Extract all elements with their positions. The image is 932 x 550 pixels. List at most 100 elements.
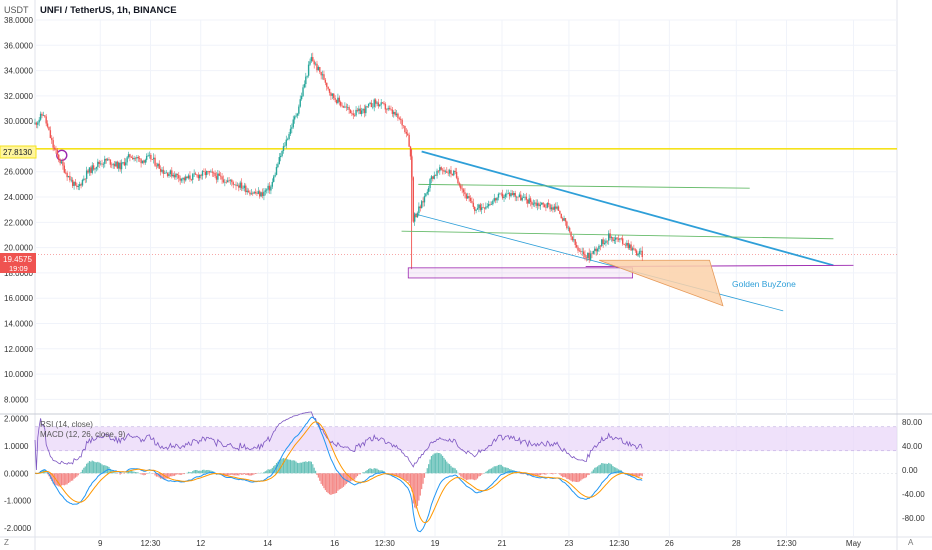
- candle: [326, 82, 328, 91]
- macd-histogram-bar: [260, 472, 262, 474]
- macd-histogram-bar: [461, 473, 463, 478]
- macd-histogram-bar: [324, 473, 326, 491]
- timezone-icon[interactable]: Z: [4, 538, 9, 547]
- candle: [215, 172, 218, 184]
- macd-histogram-bar: [574, 473, 576, 482]
- candle: [284, 141, 286, 148]
- candle: [217, 169, 219, 183]
- macd-histogram-bar: [140, 473, 142, 475]
- candle: [125, 158, 127, 170]
- candle: [430, 175, 433, 184]
- macd-histogram-bar: [592, 469, 594, 474]
- macd-histogram-bar: [397, 473, 399, 477]
- candle: [78, 181, 81, 191]
- candle: [219, 172, 222, 180]
- macd-histogram-bar: [481, 473, 483, 475]
- candle: [328, 88, 331, 96]
- macd-histogram-bar: [141, 473, 144, 475]
- macd-histogram-bar: [419, 473, 421, 496]
- macd-histogram-bar: [268, 469, 271, 474]
- candle: [161, 166, 163, 174]
- candle: [71, 177, 74, 188]
- candle: [548, 199, 550, 208]
- candle: [575, 241, 578, 249]
- candle: [130, 155, 133, 158]
- macd-histogram-bar: [610, 464, 613, 474]
- candle: [429, 178, 431, 192]
- macd-histogram-bar: [495, 466, 497, 474]
- macd-histogram-bar: [84, 466, 86, 474]
- candle: [481, 203, 483, 215]
- candle: [305, 72, 307, 88]
- macd-histogram-bar: [585, 473, 587, 478]
- macd-histogram-bar: [454, 468, 456, 474]
- time-tick-label: 23: [564, 539, 573, 548]
- candle: [602, 237, 604, 248]
- macd-histogram-bar: [316, 473, 318, 476]
- candle: [126, 155, 128, 166]
- macd-histogram-bar: [136, 472, 138, 474]
- candle: [595, 246, 597, 256]
- candle: [465, 192, 468, 201]
- candle: [412, 176, 414, 223]
- candle: [478, 203, 480, 213]
- candle: [288, 131, 290, 141]
- macd-histogram-bar: [239, 473, 241, 475]
- candle: [37, 120, 39, 129]
- macd-histogram-bar: [298, 463, 300, 474]
- candle: [201, 170, 204, 180]
- macd-histogram-bar: [157, 473, 159, 477]
- macd-histogram-bar: [595, 467, 597, 474]
- candle: [413, 212, 416, 226]
- macd-histogram-bar: [429, 459, 431, 474]
- macd-histogram-bar: [76, 473, 78, 477]
- candle: [401, 118, 403, 130]
- candle: [133, 155, 135, 162]
- macd-histogram-bar: [355, 473, 357, 478]
- candle: [48, 126, 50, 131]
- candle: [194, 171, 197, 175]
- candle: [203, 168, 205, 173]
- auto-scale-button[interactable]: A: [908, 538, 914, 547]
- candle: [610, 235, 613, 242]
- candle: [404, 125, 406, 134]
- macd-histogram-bar: [227, 473, 229, 476]
- candle: [140, 158, 142, 168]
- macd-histogram-bar: [437, 453, 440, 474]
- price-tick-label: 18.0000: [4, 269, 33, 278]
- macd-histogram-bar: [74, 473, 77, 478]
- candle: [310, 53, 313, 63]
- yellow-level-badge: 27.8130: [0, 145, 37, 159]
- candle: [561, 216, 564, 222]
- candle: [627, 239, 629, 250]
- macd-histogram-bar: [421, 473, 423, 490]
- candle: [567, 225, 569, 232]
- candle: [35, 121, 38, 129]
- macd-histogram-bar: [617, 469, 620, 474]
- candle: [171, 167, 173, 179]
- candle: [277, 162, 279, 169]
- candle: [400, 116, 402, 124]
- candle: [122, 161, 124, 165]
- candle: [370, 99, 373, 108]
- candle: [349, 109, 352, 114]
- candle: [317, 65, 320, 71]
- candle: [359, 104, 361, 115]
- candle: [192, 172, 194, 184]
- macd-histogram-bar: [203, 469, 205, 474]
- macd-histogram-bar: [253, 473, 255, 475]
- drawings-layer[interactable]: [35, 148, 897, 312]
- candle: [501, 189, 504, 200]
- macd-histogram-bar: [101, 464, 103, 474]
- candle: [517, 196, 519, 201]
- candle: [634, 248, 636, 253]
- macd-histogram-bar: [207, 469, 209, 474]
- candle: [440, 166, 442, 171]
- candle: [426, 189, 428, 196]
- macd-histogram-bar: [104, 465, 106, 474]
- candle: [441, 167, 444, 175]
- macd-histogram-bar: [327, 473, 329, 494]
- candle: [564, 217, 567, 226]
